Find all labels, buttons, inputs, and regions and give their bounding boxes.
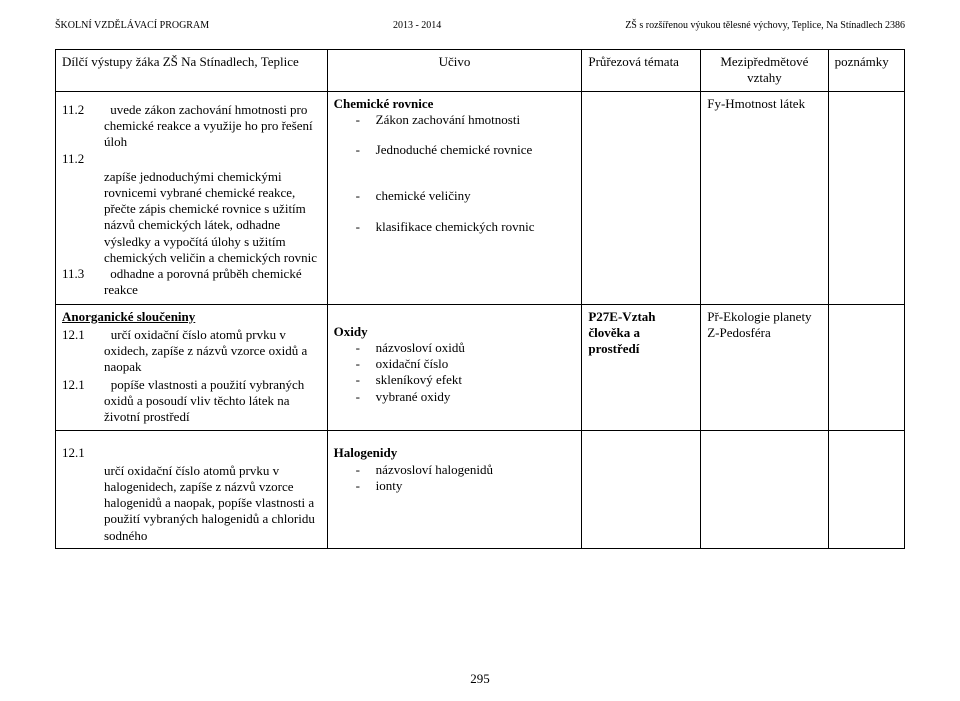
cell-interdisc: [701, 431, 828, 549]
curriculum-item: klasifikace chemických rovnic: [334, 219, 576, 235]
outcome-num: 11.2: [62, 102, 84, 117]
col-header-curriculum: Učivo: [327, 50, 582, 92]
page-number: 295: [0, 671, 960, 687]
header-center: 2013 - 2014: [209, 20, 625, 31]
col-header-interdisc: Mezipředmětové vztahy: [701, 50, 828, 92]
cell-curriculum: Halogenidy názvosloví halogenidů ionty: [327, 431, 582, 549]
table-row: 12.1 určí oxidační číslo atomů prvku v h…: [56, 431, 905, 549]
cell-outcomes: Anorganické sloučeniny 12.1 určí oxidačn…: [56, 304, 328, 431]
table-row: 11.2 uvede zákon zachování hmotnosti pro…: [56, 91, 905, 304]
cell-curriculum: Chemické rovnice Zákon zachování hmotnos…: [327, 91, 582, 304]
cell-interdisc: Fy-Hmotnost látek: [701, 91, 828, 304]
curriculum-item: Zákon zachování hmotnosti: [334, 112, 576, 128]
cell-crosstopics: P27E-Vztah člověka a prostředí: [582, 304, 701, 431]
cell-interdisc: Př-Ekologie planety Z-Pedosféra: [701, 304, 828, 431]
outcome-num: 12.1: [62, 327, 85, 342]
outcome-item: 11.2 uvede zákon zachování hmotnosti pro…: [62, 102, 321, 151]
cell-crosstopics: [582, 431, 701, 549]
cell-crosstopics: [582, 91, 701, 304]
col-header-outcomes: Dílčí výstupy žáka ZŠ Na Stínadlech, Tep…: [56, 50, 328, 92]
outcome-num: 12.1: [62, 445, 85, 460]
cell-outcomes: 11.2 uvede zákon zachování hmotnosti pro…: [56, 91, 328, 304]
table-header-row: Dílčí výstupy žáka ZŠ Na Stínadlech, Tep…: [56, 50, 905, 92]
header-left: ŠKOLNÍ VZDĚLÁVACÍ PROGRAM: [55, 20, 209, 31]
curriculum-heading: Chemické rovnice: [334, 96, 576, 112]
outcome-item: 12.1: [62, 445, 321, 461]
cell-notes: [828, 304, 904, 431]
curriculum-item: ionty: [334, 478, 576, 494]
cell-curriculum: Oxidy názvosloví oxidů oxidační číslo sk…: [327, 304, 582, 431]
cell-notes: [828, 91, 904, 304]
outcome-num: 12.1: [62, 377, 85, 392]
curriculum-item: názvosloví oxidů: [334, 340, 576, 356]
outcome-num: 11.2: [62, 151, 84, 166]
outcome-text: určí oxidační číslo atomů prvku v haloge…: [62, 463, 321, 544]
col-header-crosstopics: Průřezová témata: [582, 50, 701, 92]
header-right: ZŠ s rozšířenou výukou tělesné výchovy, …: [625, 20, 905, 31]
outcome-text: určí oxidační číslo atomů prvku v oxidec…: [104, 327, 307, 375]
curriculum-item: skleníkový efekt: [334, 372, 576, 388]
curriculum-heading: Oxidy: [334, 324, 576, 340]
curriculum-heading: Halogenidy: [334, 445, 576, 461]
outcome-text: popíše vlastnosti a použití vybraných ox…: [104, 377, 304, 425]
interdisc-text: Fy-Hmotnost látek: [707, 96, 805, 111]
outcome-text: uvede zákon zachování hmotnosti pro chem…: [104, 102, 313, 150]
outcome-item: 12.1 popíše vlastnosti a použití vybraný…: [62, 377, 321, 426]
cell-notes: [828, 431, 904, 549]
curriculum-item: chemické veličiny: [334, 188, 576, 204]
col-header-notes: poznámky: [828, 50, 904, 92]
crosstopic-text: P27E-Vztah člověka a prostředí: [588, 309, 655, 357]
outcome-item: 11.2: [62, 151, 321, 167]
outcome-num: 11.3: [62, 266, 84, 281]
interdisc-text: Př-Ekologie planety: [707, 309, 821, 325]
outcome-text: zapíše jednoduchými chemickými rovnicemi…: [62, 169, 321, 267]
curriculum-item: oxidační číslo: [334, 356, 576, 372]
outcome-section-heading: Anorganické sloučeniny: [62, 309, 321, 325]
interdisc-text: Z-Pedosféra: [707, 325, 821, 341]
outcome-item: 11.3 odhadne a porovná průběh chemické r…: [62, 266, 321, 299]
curriculum-item: Jednoduché chemické rovnice: [334, 142, 576, 158]
outcome-item: 12.1 určí oxidační číslo atomů prvku v o…: [62, 327, 321, 376]
curriculum-item: názvosloví halogenidů: [334, 462, 576, 478]
page-header: ŠKOLNÍ VZDĚLÁVACÍ PROGRAM 2013 - 2014 ZŠ…: [55, 20, 905, 31]
table-row: Anorganické sloučeniny 12.1 určí oxidačn…: [56, 304, 905, 431]
outcome-text: odhadne a porovná průběh chemické reakce: [104, 266, 302, 297]
curriculum-table: Dílčí výstupy žáka ZŠ Na Stínadlech, Tep…: [55, 49, 905, 549]
cell-outcomes: 12.1 určí oxidační číslo atomů prvku v h…: [56, 431, 328, 549]
curriculum-item: vybrané oxidy: [334, 389, 576, 405]
